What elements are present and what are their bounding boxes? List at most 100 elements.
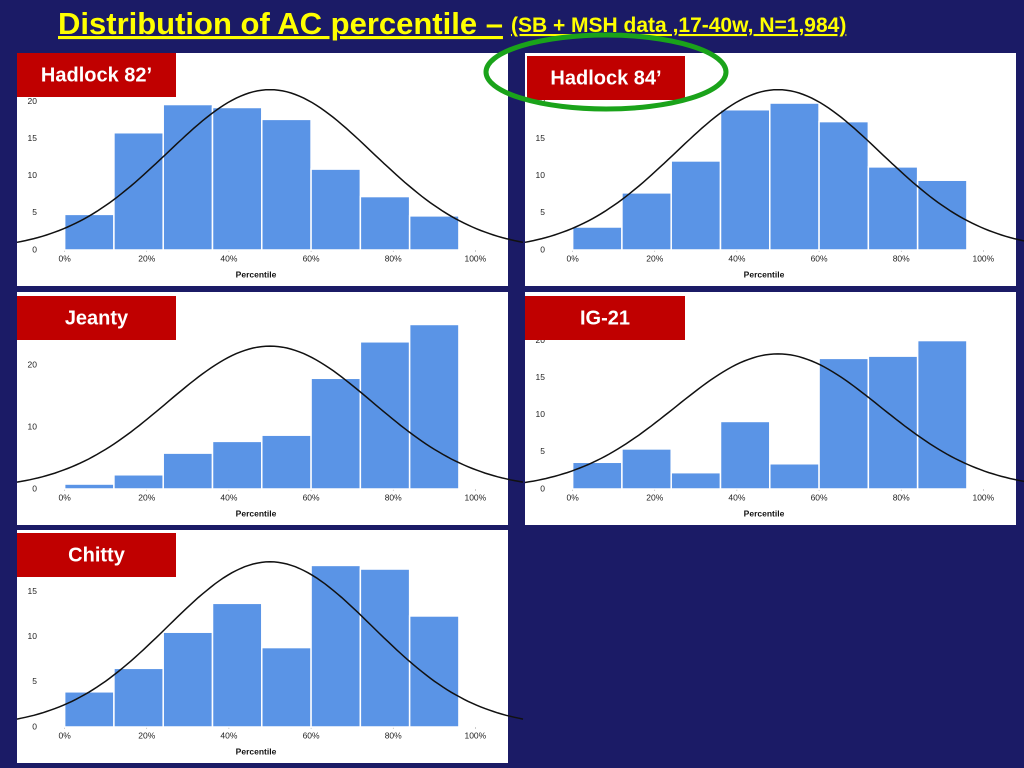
bar <box>63 213 115 251</box>
y-tick-label: 5 <box>32 207 37 217</box>
bar <box>359 341 411 490</box>
bar <box>113 667 164 728</box>
label-box <box>527 56 685 100</box>
x-tick-label: 40% <box>728 253 745 263</box>
bar <box>310 168 362 251</box>
chart-panel: 051015200%20%40%60%80%100%PercentileIG-2… <box>524 292 1024 525</box>
y-tick-label: 15 <box>536 133 546 143</box>
bar <box>211 106 263 251</box>
x-tick-label: 0% <box>58 253 71 263</box>
bar <box>621 192 672 251</box>
y-tick-label: 5 <box>32 676 37 686</box>
y-tick-label: 20 <box>28 96 38 106</box>
bar <box>162 452 214 490</box>
y-tick-label: 10 <box>536 170 546 180</box>
bar <box>162 631 214 728</box>
y-tick-label: 0 <box>540 483 545 493</box>
panel-label: Hadlock 84’ <box>550 67 661 89</box>
x-tick-label: 20% <box>138 730 155 740</box>
y-tick-label: 10 <box>536 409 546 419</box>
x-tick-label: 60% <box>811 492 828 502</box>
x-tick-label: 20% <box>646 492 663 502</box>
bar <box>867 355 919 490</box>
panel-label: Hadlock 82’ <box>41 64 152 86</box>
bar <box>261 118 312 251</box>
y-tick-label: 5 <box>540 207 545 217</box>
bar <box>818 120 870 251</box>
y-tick-label: 0 <box>32 721 37 731</box>
x-axis-title: Percentile <box>236 746 277 756</box>
bar <box>769 463 820 490</box>
fit-curve <box>524 353 1024 484</box>
bar <box>719 420 771 490</box>
title: Distribution of AC percentile – <box>58 6 503 41</box>
panel-label: Jeanty <box>65 307 129 329</box>
fit-curve <box>16 561 524 720</box>
bar <box>261 646 312 728</box>
bar <box>113 474 164 490</box>
x-tick-label: 0% <box>58 492 71 502</box>
bar <box>63 483 115 490</box>
label-box <box>17 53 176 97</box>
y-tick-label: 15 <box>28 586 38 596</box>
fit-curve <box>16 88 524 244</box>
highlight-ring <box>483 32 729 112</box>
bar <box>310 377 362 490</box>
bar <box>719 108 771 251</box>
x-tick-label: 60% <box>811 253 828 263</box>
x-axis-title: Percentile <box>236 508 277 518</box>
label-box <box>17 296 176 340</box>
y-tick-label: 10 <box>28 631 38 641</box>
x-tick-label: 20% <box>646 253 663 263</box>
x-tick-label: 80% <box>385 730 402 740</box>
bar <box>571 226 623 251</box>
bar <box>261 434 312 490</box>
x-tick-label: 60% <box>303 492 320 502</box>
x-tick-label: 80% <box>893 492 910 502</box>
bar <box>916 339 968 490</box>
y-tick-label: 15 <box>28 133 38 143</box>
x-tick-label: 40% <box>728 492 745 502</box>
bar <box>621 448 672 490</box>
fit-curve <box>524 88 1024 244</box>
x-tick-label: 100% <box>464 253 486 263</box>
bar <box>408 215 460 251</box>
bar <box>359 568 411 728</box>
y-tick-label: 10 <box>28 421 38 431</box>
x-tick-label: 100% <box>972 492 994 502</box>
x-tick-label: 80% <box>893 253 910 263</box>
x-tick-label: 0% <box>566 253 579 263</box>
panel-label: IG-21 <box>580 307 630 329</box>
x-tick-label: 40% <box>220 730 237 740</box>
y-tick-label: 20 <box>28 360 38 370</box>
y-tick-label: 0 <box>540 244 545 254</box>
x-tick-label: 60% <box>303 730 320 740</box>
label-box <box>17 533 176 577</box>
x-tick-label: 20% <box>138 253 155 263</box>
label-box <box>525 296 685 340</box>
bar <box>359 195 411 251</box>
bar <box>310 564 362 728</box>
x-axis-title: Percentile <box>744 269 785 279</box>
y-tick-label: 5 <box>540 446 545 456</box>
x-tick-label: 80% <box>385 492 402 502</box>
x-tick-label: 80% <box>385 253 402 263</box>
x-tick-label: 100% <box>464 730 486 740</box>
x-tick-label: 0% <box>566 492 579 502</box>
panel-label: Chitty <box>68 544 126 566</box>
fit-curve <box>16 345 524 483</box>
bar <box>211 602 263 728</box>
y-tick-label: 10 <box>28 170 38 180</box>
bar <box>670 160 722 251</box>
bar <box>162 103 214 251</box>
y-tick-label: 0 <box>32 483 37 493</box>
bar <box>916 179 968 251</box>
y-tick-label: 0 <box>32 244 37 254</box>
bar <box>818 357 870 490</box>
slide-title: Distribution of AC percentile – (SB + MSH… <box>58 6 846 41</box>
x-tick-label: 0% <box>58 730 71 740</box>
